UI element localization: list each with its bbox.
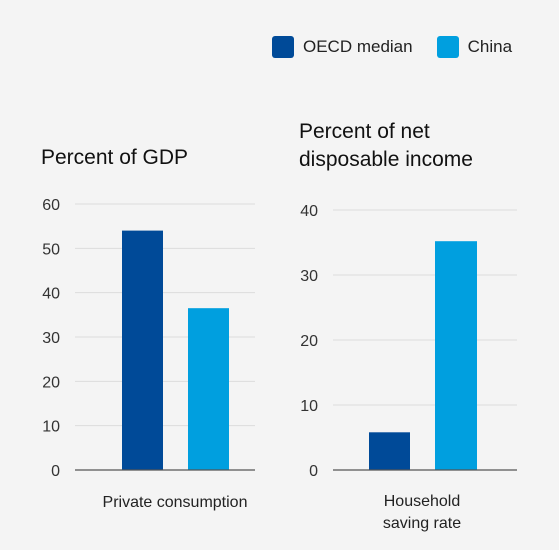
- y-tick-label: 30: [300, 268, 318, 285]
- bar-china: [188, 308, 229, 470]
- legend-item-china: China: [436, 36, 513, 58]
- legend: OECD median China: [272, 36, 536, 58]
- bar-china: [435, 241, 477, 470]
- y-tick-label: 10: [300, 398, 318, 415]
- y-tick-label: 0: [51, 463, 60, 480]
- y-tick-label: 0: [309, 463, 318, 480]
- bar-oecd-median: [122, 230, 163, 470]
- bar-oecd-median: [369, 432, 410, 470]
- legend-swatch-china: [436, 36, 459, 58]
- y-tick-label: 60: [42, 197, 60, 214]
- x-category-label: Household saving rate: [383, 493, 461, 532]
- legend-item-oecd: OECD median: [272, 36, 413, 58]
- y-tick-label: 20: [300, 333, 318, 350]
- y-tick-label: 40: [300, 203, 318, 220]
- y-tick-label: 40: [42, 286, 60, 303]
- legend-swatch-oecd: [272, 36, 294, 58]
- legend-label-oecd: OECD median: [303, 37, 413, 56]
- legend-label-china: China: [467, 37, 513, 56]
- x-category-label: Private consumption: [103, 494, 248, 511]
- y-tick-label: 50: [42, 241, 60, 258]
- y-tick-label: 10: [42, 419, 60, 436]
- y-tick-label: 20: [42, 374, 60, 391]
- left-chart-title: Percent of GDP: [41, 146, 189, 169]
- y-tick-label: 30: [42, 330, 60, 347]
- right-chart-title: Percent of net disposable income: [299, 120, 473, 171]
